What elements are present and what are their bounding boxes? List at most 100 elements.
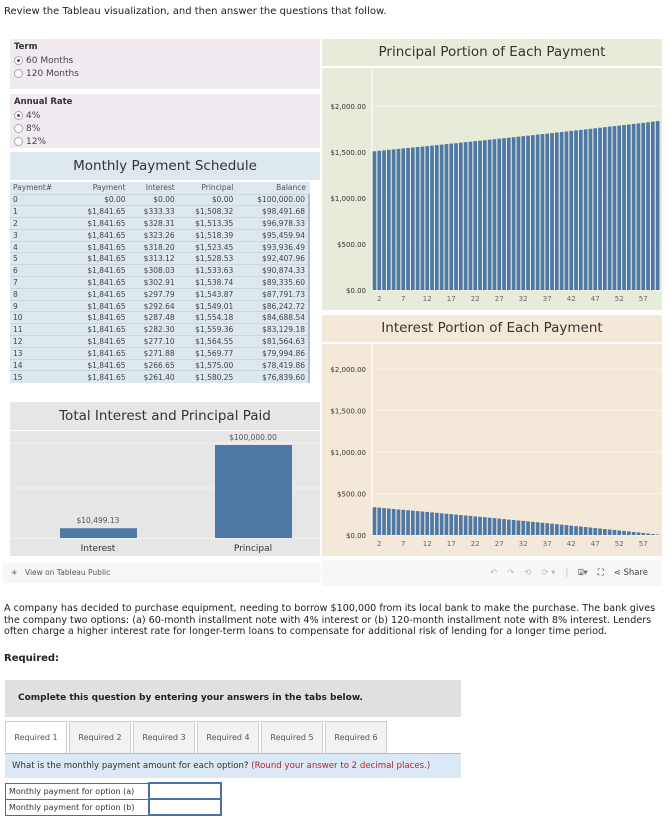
answer-input-b[interactable] xyxy=(149,799,221,815)
data-label: $100,000.00 xyxy=(229,433,277,442)
x-tick-label: 17 xyxy=(447,295,456,303)
table-cell: 3 xyxy=(10,229,70,241)
x-tick-label: 42 xyxy=(567,295,576,303)
bar xyxy=(565,525,569,535)
fullscreen-icon[interactable]: ⛶ xyxy=(598,568,604,578)
tab-required-1[interactable]: Required 1 xyxy=(5,721,67,753)
revert-icon[interactable]: ⟲ xyxy=(524,568,531,578)
table-cell: 9 xyxy=(10,300,70,312)
table-row: 3$1,841.65$323.26$1,518.39$95,459.94 xyxy=(10,229,309,241)
table-cell: $1,841.65 xyxy=(70,206,129,218)
tab-required-2[interactable]: Required 2 xyxy=(69,721,131,753)
share-button[interactable]: ⋖ Share xyxy=(614,568,648,578)
bar xyxy=(416,511,420,535)
problem-text: A company has decided to purchase equipm… xyxy=(4,603,664,638)
bar xyxy=(589,528,593,535)
x-tick-label: 52 xyxy=(615,540,624,548)
bar xyxy=(397,149,401,290)
table-cell: $86,242.72 xyxy=(236,300,309,312)
x-tick-label: 7 xyxy=(401,540,405,548)
rate-option-12[interactable]: 12% xyxy=(14,135,316,148)
table-cell: $1,523.45 xyxy=(178,241,237,253)
table-cell: $1,841.65 xyxy=(70,347,129,359)
table-row: 7$1,841.65$302.91$1,538.74$89,335.60 xyxy=(10,277,309,289)
schedule-title: Monthly Payment Schedule xyxy=(10,152,320,180)
bar xyxy=(215,445,292,538)
bar xyxy=(598,128,602,290)
bar xyxy=(488,518,492,535)
table-cell: $0.00 xyxy=(129,194,178,206)
radio-icon xyxy=(14,124,23,133)
x-tick-label: 32 xyxy=(519,540,528,548)
term-option-60[interactable]: 60 Months xyxy=(14,54,316,67)
rate-option-4[interactable]: 4% xyxy=(14,109,316,122)
x-tick-label: 57 xyxy=(639,295,648,303)
table-cell: $308.03 xyxy=(129,265,178,277)
bar xyxy=(493,139,497,290)
bar xyxy=(507,138,511,290)
table-cell: $277.10 xyxy=(129,336,178,348)
instructions-banner: Complete this question by entering your … xyxy=(5,680,461,717)
bar xyxy=(593,528,597,535)
table-cell: $79,994.86 xyxy=(236,347,309,359)
table-cell: $98,491.68 xyxy=(236,206,309,218)
tab-required-6[interactable]: Required 6 xyxy=(325,721,387,753)
bar xyxy=(449,514,453,535)
tab-required-5[interactable]: Required 5 xyxy=(261,721,323,753)
bar xyxy=(387,509,391,535)
bar xyxy=(406,148,410,290)
table-cell: $1,554.18 xyxy=(178,312,237,324)
bar xyxy=(512,520,516,535)
bar xyxy=(406,510,410,535)
table-cell: $1,533.63 xyxy=(178,265,237,277)
bar xyxy=(569,131,573,290)
table-cell: $1,513.35 xyxy=(178,218,237,230)
term-option-120[interactable]: 120 Months xyxy=(14,67,316,80)
table-cell: $89,335.60 xyxy=(236,277,309,289)
table-cell: $1,559.36 xyxy=(178,324,237,336)
refresh-icon[interactable]: ⟳ ▾ xyxy=(541,568,555,578)
table-cell: $333.33 xyxy=(129,206,178,218)
category-label: Interest xyxy=(81,544,116,554)
table-cell: $1,841.65 xyxy=(70,241,129,253)
x-tick-label: 17 xyxy=(447,540,456,548)
undo-icon[interactable]: ↶ xyxy=(490,568,497,578)
tableau-logo-icon: ✳ xyxy=(11,563,17,583)
tab-required-3[interactable]: Required 3 xyxy=(133,721,195,753)
bar xyxy=(483,517,487,535)
bar xyxy=(401,510,405,535)
bar xyxy=(517,137,521,290)
intro-text: Review the Tableau visualization, and th… xyxy=(4,6,386,17)
required-tabs: Required 1 Required 2 Required 3 Require… xyxy=(5,721,461,754)
answer-input-a[interactable] xyxy=(149,783,221,799)
table-row: 8$1,841.65$297.79$1,543.87$87,791.73 xyxy=(10,288,309,300)
bar xyxy=(608,530,612,535)
bar xyxy=(60,528,137,538)
table-cell: 13 xyxy=(10,347,70,359)
bar xyxy=(469,516,473,535)
bar xyxy=(646,122,650,290)
table-cell: $1,549.01 xyxy=(178,300,237,312)
x-tick-label: 22 xyxy=(471,295,480,303)
bar xyxy=(651,122,655,290)
tab-required-4[interactable]: Required 4 xyxy=(197,721,259,753)
bar xyxy=(488,140,492,290)
x-tick-label: 7 xyxy=(401,295,405,303)
table-cell: $1,841.65 xyxy=(70,253,129,265)
download-icon[interactable]: ⍗▾ xyxy=(578,568,587,578)
bar xyxy=(464,515,468,535)
data-label: $10,499.13 xyxy=(77,516,120,525)
view-on-tableau-link[interactable]: ✳View on Tableau Public xyxy=(3,563,321,583)
table-cell: $313.12 xyxy=(129,253,178,265)
table-cell: $90,874.33 xyxy=(236,265,309,277)
bar xyxy=(579,527,583,535)
bar xyxy=(473,516,477,535)
bar xyxy=(377,508,381,535)
bar xyxy=(545,134,549,290)
bar xyxy=(555,132,559,290)
rate-option-8[interactable]: 8% xyxy=(14,122,316,135)
bar xyxy=(445,144,449,290)
redo-icon[interactable]: ↷ xyxy=(507,568,514,578)
table-cell: $1,528.53 xyxy=(178,253,237,265)
